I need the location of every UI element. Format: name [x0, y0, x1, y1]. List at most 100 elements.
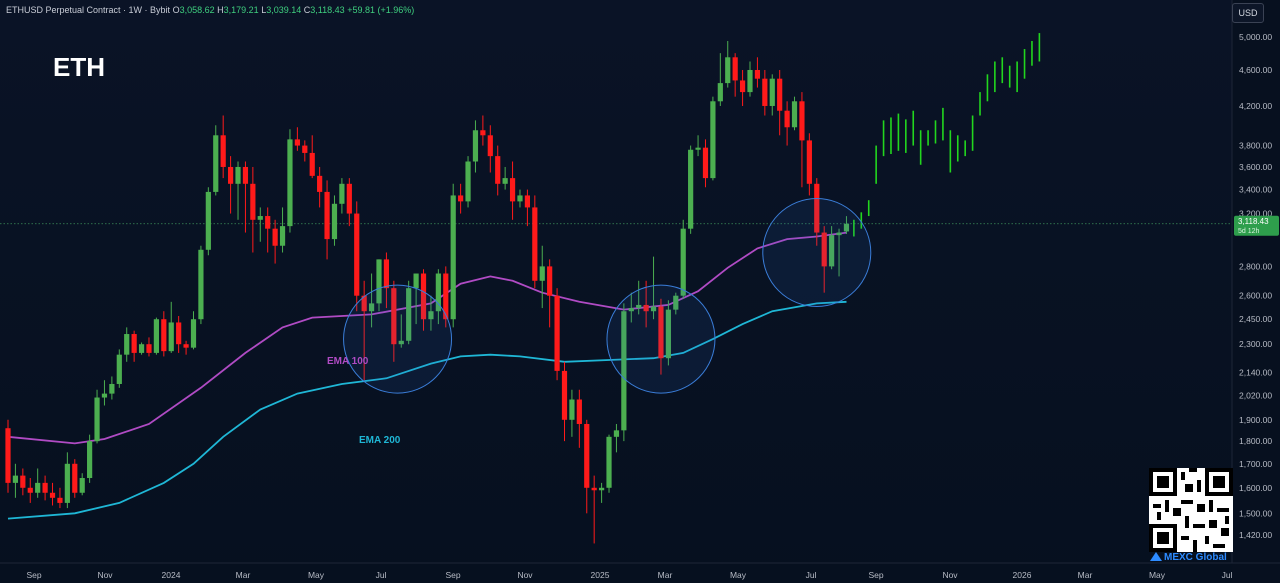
candle-body: [213, 135, 219, 192]
candle-body: [339, 183, 345, 204]
ticker-title: ETH: [53, 52, 105, 82]
candle-body: [532, 207, 538, 281]
currency-button[interactable]: USD: [1232, 3, 1264, 23]
y-tick-label: 3,800.00: [1239, 141, 1272, 151]
y-tick-label: 2,300.00: [1239, 339, 1272, 349]
candle-body: [591, 487, 597, 491]
close-value: 3,118.43: [310, 5, 345, 15]
price-tag-background: [1234, 215, 1279, 236]
y-tick-label: 2,020.00: [1239, 391, 1272, 401]
x-tick-label: Nov: [97, 570, 113, 580]
candle-body: [324, 191, 330, 240]
x-tick-label: Sep: [868, 570, 883, 580]
candle-body: [250, 183, 256, 220]
candle-body: [636, 304, 642, 309]
candle-body: [554, 295, 560, 371]
candle-body: [717, 83, 723, 102]
y-tick-label: 2,450.00: [1239, 314, 1272, 324]
y-tick-label: 1,800.00: [1239, 436, 1272, 446]
x-tick-label: Jul: [376, 570, 387, 580]
candle-body: [769, 78, 775, 106]
qr-code-image: [1149, 468, 1233, 552]
ema-100-line: [7, 231, 847, 445]
candle-body: [279, 226, 286, 246]
candle-body: [257, 216, 263, 220]
qr-code-pattern: [1149, 468, 1233, 552]
candle-body: [198, 249, 204, 320]
candle-body: [309, 152, 315, 176]
y-tick-label: 2,800.00: [1239, 261, 1272, 271]
x-tick-label: Sep: [445, 570, 460, 580]
candle-body: [509, 178, 516, 202]
candle-body: [680, 228, 686, 296]
x-tick-label: Mar: [236, 570, 251, 580]
x-tick-label: Nov: [517, 570, 533, 580]
candle-body: [220, 135, 226, 167]
candle-body: [361, 295, 367, 312]
y-tick-label: 4,200.00: [1239, 101, 1272, 111]
candle-body: [302, 145, 308, 153]
candle-body: [762, 78, 768, 106]
highlight-circle: [762, 198, 872, 308]
x-tick-label: Nov: [942, 570, 958, 580]
low-value: 3,039.14: [266, 5, 302, 15]
candle-body: [190, 319, 197, 348]
candle-body: [502, 178, 508, 184]
x-tick-label: May: [730, 570, 747, 580]
y-tick-label: 1,500.00: [1239, 508, 1272, 518]
candle-body: [413, 273, 419, 289]
candle-body: [621, 311, 627, 431]
y-tick-label: 1,900.00: [1239, 415, 1272, 425]
candle-body: [354, 213, 360, 296]
candle-body: [331, 203, 338, 240]
candle-body: [153, 319, 159, 353]
candle-body: [94, 397, 100, 442]
candle-body: [658, 306, 664, 359]
candle-body: [665, 309, 671, 359]
open-label: O: [172, 5, 180, 15]
candle-body: [420, 273, 427, 320]
candle-body: [569, 399, 575, 420]
candle-body: [791, 101, 798, 128]
candle-body: [539, 266, 545, 281]
y-tick-label: 3,600.00: [1239, 162, 1272, 172]
candle-body: [584, 423, 590, 488]
candle-body: [561, 370, 568, 420]
y-tick-label: 2,140.00: [1239, 368, 1272, 378]
candle-body: [480, 130, 486, 136]
y-tick-label: 1,420.00: [1239, 530, 1272, 540]
candle-body: [710, 101, 716, 179]
candle-body: [784, 110, 790, 128]
x-tick-label: Mar: [658, 570, 673, 580]
candle-body: [435, 273, 441, 312]
candle-body: [391, 288, 397, 345]
x-tick-label: 2026: [1013, 570, 1032, 580]
candle-body: [777, 78, 783, 111]
candle-body: [747, 69, 753, 93]
candle-body: [650, 306, 657, 312]
y-tick-label: 1,600.00: [1239, 483, 1272, 493]
candle-body: [57, 497, 63, 503]
candle-body: [235, 166, 241, 184]
candle-body: [376, 259, 382, 304]
y-tick-label: 2,600.00: [1239, 291, 1272, 301]
x-tick-label: Sep: [26, 570, 41, 580]
candle-body: [628, 308, 634, 312]
candle-body: [294, 139, 300, 146]
low-label: L: [261, 5, 267, 15]
x-tick-label: May: [308, 570, 325, 580]
candle-body: [836, 232, 842, 236]
y-tick-label: 3,400.00: [1239, 185, 1272, 195]
candle-body: [725, 57, 731, 84]
x-tick-label: Mar: [1078, 570, 1093, 580]
candle-body: [465, 161, 471, 202]
candle-body: [346, 183, 352, 214]
candle-body: [20, 475, 26, 488]
candle-body: [116, 354, 122, 384]
x-tick-label: Jul: [1222, 570, 1233, 580]
candle-body: [754, 69, 761, 79]
candle-body: [64, 463, 70, 503]
candle-body: [495, 156, 501, 184]
candle-body: [138, 344, 145, 353]
